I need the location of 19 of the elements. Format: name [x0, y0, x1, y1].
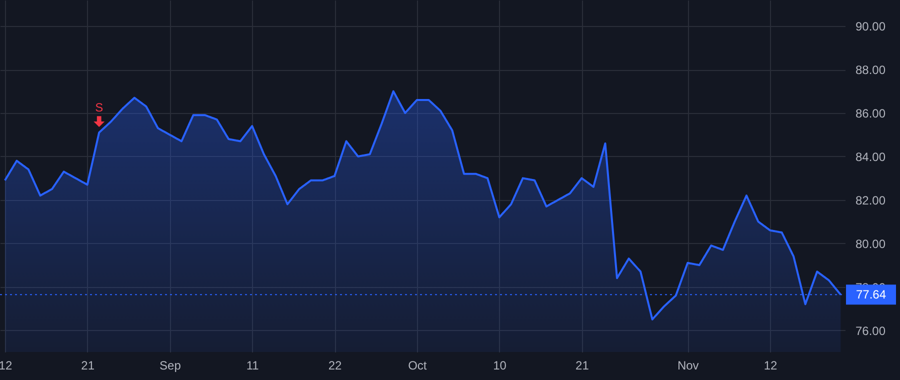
- x-tick-label: 12: [0, 358, 12, 372]
- y-tick-label: 80.00: [856, 236, 886, 251]
- y-tick-label: 84.00: [856, 150, 886, 164]
- x-tick-label: 21: [81, 358, 95, 372]
- y-tick-label: 86.00: [856, 106, 886, 120]
- y-tick-label: 76.00: [856, 324, 886, 338]
- y-tick-label: 82.00: [856, 193, 886, 208]
- x-tick-label: Nov: [677, 358, 699, 372]
- x-tick-label: Sep: [160, 358, 182, 372]
- x-tick-label: Oct: [408, 358, 428, 372]
- ref-line-label: 77.64: [856, 288, 886, 302]
- x-tick-label: 10: [493, 358, 507, 372]
- x-tick-label: 21: [576, 358, 590, 372]
- x-tick-label: 12: [764, 358, 778, 372]
- y-tick-label: 88.00: [856, 63, 886, 78]
- x-tick-label: 11: [246, 358, 260, 372]
- y-tick-label: 90.00: [856, 20, 886, 34]
- annotation: S: [95, 100, 104, 115]
- x-tick-label: 22: [328, 358, 342, 372]
